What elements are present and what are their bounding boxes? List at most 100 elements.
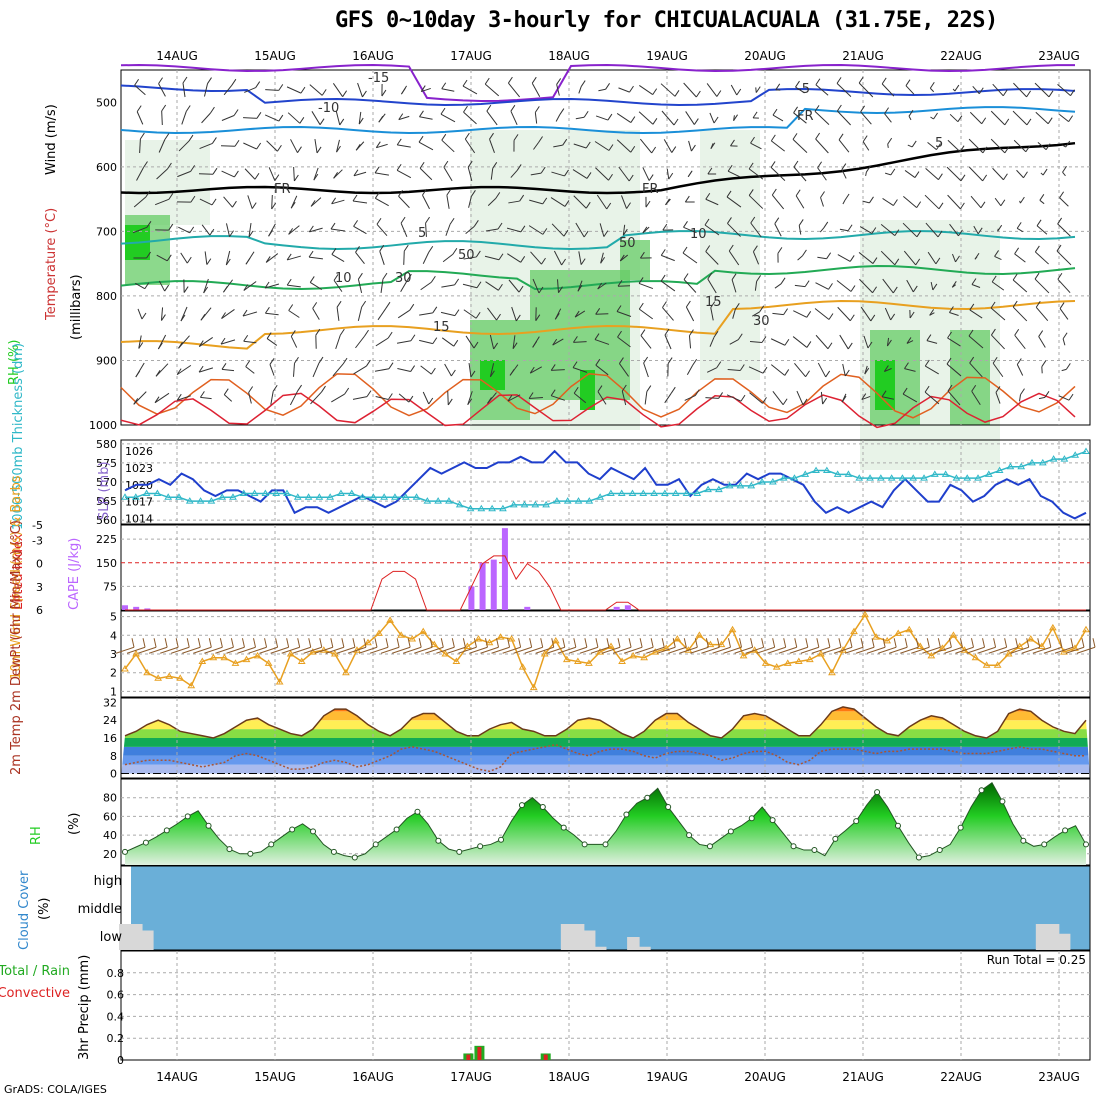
wind-barb — [858, 252, 874, 264]
rh-point — [957, 824, 964, 831]
wind-barb-flag — [894, 258, 900, 266]
wind-barb — [133, 196, 147, 208]
wind-barb — [335, 110, 341, 126]
wind-barb — [397, 144, 411, 148]
wind-barb — [904, 170, 916, 178]
wind-barb-flag — [728, 244, 734, 252]
surface-barb-flag — [904, 638, 908, 648]
wind-barb — [929, 87, 935, 93]
wind-barb-flag — [713, 330, 719, 338]
wind-barb — [462, 85, 478, 95]
wind-barb-flag — [820, 191, 825, 198]
rh-point — [268, 841, 275, 848]
wind-barb — [1034, 278, 1050, 294]
wind-barb — [661, 254, 675, 262]
rh-point — [184, 813, 191, 820]
li-tick-label: 6 — [36, 604, 43, 617]
wind-barb-flag — [847, 342, 853, 350]
wind-speed-point — [618, 657, 626, 664]
wind-barb — [842, 199, 846, 205]
wind-barb-flag — [223, 388, 229, 395]
wind-barb-flag — [1034, 272, 1040, 280]
date-label-bottom: 21AUG — [842, 1070, 884, 1084]
wind-barb-flag — [534, 106, 540, 113]
wind-barb — [1058, 395, 1070, 401]
wind-barb — [860, 306, 872, 322]
rh-point — [247, 850, 254, 857]
wind-barb — [839, 334, 849, 350]
wind-barb — [709, 337, 715, 347]
wind-barb — [266, 338, 278, 346]
wind-axis-label: Wind (m/s) — [44, 104, 59, 175]
wind-barb-flag — [510, 104, 516, 112]
date-label-top: 23AUG — [1038, 49, 1080, 63]
surface-barb-flag — [462, 638, 466, 648]
wind-barb-flag — [315, 328, 321, 336]
wind-tick-label: 5 — [110, 611, 117, 624]
wind-barb-flag — [134, 78, 140, 86]
wind-barb-flag — [969, 303, 975, 311]
wind-barb — [484, 83, 500, 97]
wind-barb-flag — [186, 256, 192, 264]
wind-barb-flag — [949, 306, 954, 313]
thickness-point — [898, 474, 907, 481]
wind-barb — [685, 306, 695, 322]
wind-tick-label: 3 — [110, 648, 117, 661]
wind-barb — [220, 145, 236, 147]
wind-barb-flag — [750, 136, 755, 144]
wind-barb — [842, 363, 846, 377]
wind-barb-flag — [784, 338, 790, 346]
wind-barb-flag — [909, 311, 915, 319]
thickness-point — [218, 493, 227, 500]
wind-barb-flag — [138, 342, 144, 349]
surface-barb — [889, 646, 908, 654]
wind-barb — [600, 252, 604, 264]
wind-barb — [685, 111, 695, 125]
wind-barb — [815, 138, 829, 154]
wind-barb-flag — [362, 90, 367, 98]
surface-barb — [855, 646, 875, 654]
li-tick-label: 0 — [36, 558, 43, 571]
wind-barb-flag — [828, 313, 834, 320]
wind-barb — [396, 340, 412, 344]
surface-barb — [270, 646, 289, 654]
wind-barb — [1039, 199, 1045, 205]
wind-speed-point — [419, 627, 428, 635]
wind-barb — [820, 391, 824, 405]
wind-barb — [312, 308, 320, 320]
wind-barb — [177, 395, 191, 401]
wind-barb-flag — [381, 89, 387, 97]
surface-barb — [391, 646, 411, 654]
wind-barb-flag — [869, 196, 874, 204]
wind-barb-flag — [256, 142, 262, 150]
wind-barb — [946, 166, 962, 182]
wind-barb-flag — [958, 229, 963, 237]
wind-barb-flag — [968, 329, 974, 337]
wind-barb — [952, 253, 956, 263]
wind-barb — [529, 199, 543, 205]
wind-barb-flag — [489, 132, 494, 140]
wind-barb — [1037, 141, 1047, 151]
surface-barb-flag — [496, 638, 500, 648]
thickness-point — [380, 493, 389, 500]
surface-barb-flag — [518, 638, 522, 648]
surface-barb-flag — [937, 638, 941, 648]
wind-barb-flag — [573, 386, 579, 394]
surface-barb-flag — [639, 638, 643, 648]
wind-barb — [638, 111, 654, 125]
wind-barb — [200, 396, 212, 400]
wind-barb — [887, 144, 889, 148]
wind-barb-flag — [146, 221, 152, 228]
rh-point — [289, 826, 296, 833]
wind-barb-flag — [847, 224, 853, 232]
contour-label: 15 — [433, 320, 450, 335]
wind-barb — [357, 279, 363, 293]
wind-barb — [572, 367, 588, 373]
wind-speed-point — [452, 657, 461, 664]
wind-speed-point — [850, 627, 858, 635]
wind-barb — [181, 111, 187, 125]
wind-barb — [1012, 306, 1028, 322]
wind-barb-flag — [299, 117, 305, 124]
wind-barb-flag — [432, 337, 438, 344]
wind-speed-point — [540, 650, 549, 657]
